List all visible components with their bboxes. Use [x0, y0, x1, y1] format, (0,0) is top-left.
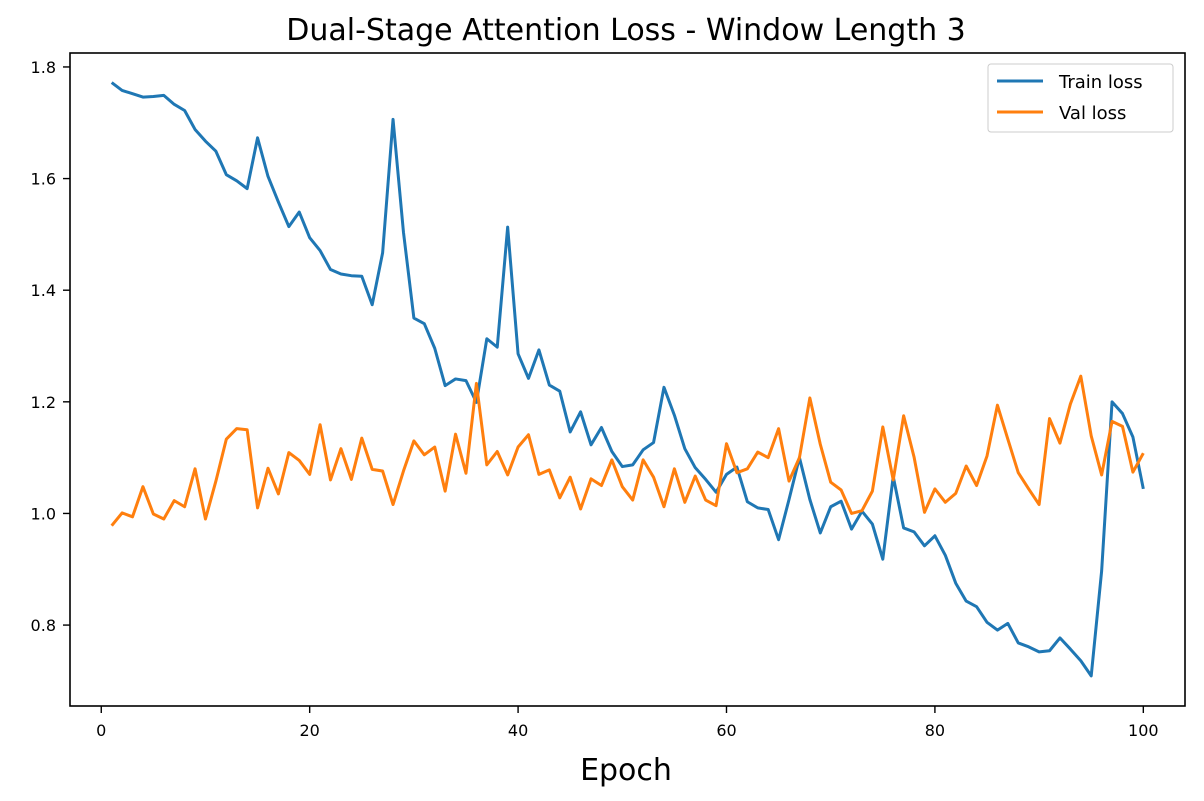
x-tick-label: 0: [96, 721, 106, 740]
x-tick-label: 60: [716, 721, 736, 740]
series-line-train-loss: [110, 81, 1145, 678]
x-tick-label: 40: [508, 721, 528, 740]
y-tick-label: 1.0: [31, 504, 56, 523]
chart-title: Dual-Stage Attention Loss - Window Lengt…: [286, 13, 966, 48]
plot-frame: [69, 52, 1186, 707]
legend-label-val-loss: Val loss: [1059, 103, 1126, 124]
y-axis: 0.8 1.0 1.2 1.4 1.6 1.8: [31, 58, 70, 635]
legend: Train loss Val loss: [987, 63, 1174, 133]
y-tick-label: 0.8: [31, 616, 56, 635]
x-axis-label: Epoch: [580, 753, 672, 788]
y-tick-label: 1.4: [31, 281, 56, 300]
x-tick-label: 20: [299, 721, 319, 740]
legend-label-train-loss: Train loss: [1058, 72, 1143, 93]
y-tick-label: 1.8: [31, 58, 56, 77]
series-line-val-loss: [110, 374, 1145, 527]
y-tick-label: 1.2: [31, 393, 56, 412]
x-tick-label: 80: [925, 721, 945, 740]
x-tick-label: 100: [1128, 721, 1159, 740]
y-tick-label: 1.6: [31, 170, 56, 189]
plot-area: [69, 52, 1186, 707]
x-axis: 0 20 40 60 80 100: [96, 706, 1159, 740]
